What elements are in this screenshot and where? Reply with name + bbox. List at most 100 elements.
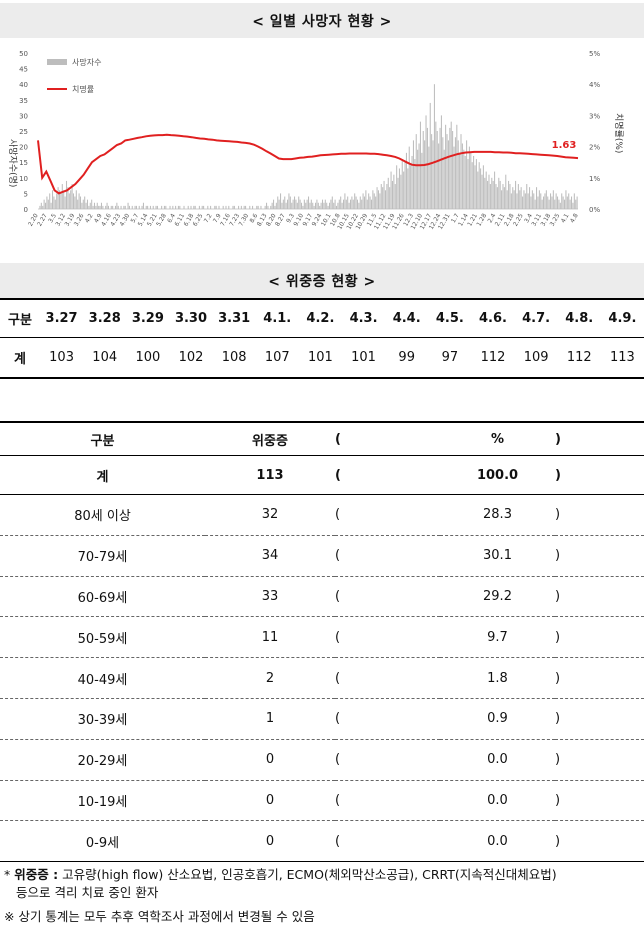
death-bar: [400, 174, 402, 209]
death-bar: [135, 205, 137, 209]
death-bar: [316, 199, 318, 209]
death-bar: [404, 162, 406, 209]
death-bar: [410, 165, 412, 209]
death-bar: [267, 205, 269, 209]
death-bar: [468, 146, 470, 209]
death-bar: [453, 146, 455, 209]
death-bar: [156, 205, 158, 209]
death-bar: [377, 190, 379, 209]
paren-close: ): [555, 455, 644, 495]
death-bar: [107, 205, 109, 209]
death-bar: [571, 196, 573, 209]
percent-cell: 0.0: [440, 820, 555, 863]
percent-cell: 0.9: [440, 698, 555, 740]
death-bar: [568, 193, 570, 209]
death-bar: [558, 199, 560, 209]
death-bar: [449, 127, 451, 209]
death-bar: [375, 196, 377, 209]
death-bar: [405, 152, 407, 209]
death-bar: [411, 155, 413, 209]
death-bar: [333, 202, 335, 209]
death-bar: [506, 190, 508, 209]
death-bar: [335, 205, 338, 209]
death-bar: [502, 184, 504, 209]
death-bar: [134, 205, 136, 209]
death-bar: [112, 205, 114, 209]
value-cell: 99: [385, 337, 429, 379]
death-bar: [72, 193, 75, 209]
paren-close: ): [555, 739, 644, 781]
death-bar: [127, 202, 129, 209]
death-bar: [505, 174, 507, 209]
percent-cell: 1.8: [440, 657, 555, 699]
legend-line-label: 치명률: [72, 84, 94, 94]
value-cell: 100: [126, 337, 170, 379]
header-group: 구분: [0, 421, 205, 456]
death-bar: [354, 193, 356, 209]
death-bar: [383, 180, 385, 209]
death-bar: [243, 205, 245, 209]
death-bar: [477, 171, 479, 209]
last-fatality-label: 1.63: [552, 140, 577, 151]
age-row: 30-39세 1(0.9): [0, 698, 644, 740]
percent-cell: 9.7: [440, 616, 555, 659]
death-bar: [233, 205, 235, 209]
death-bar: [435, 121, 437, 209]
death-bar: [330, 199, 332, 209]
death-bar: [249, 205, 251, 209]
age-total-row: 계 113(100.0): [0, 455, 644, 495]
death-bar: [463, 149, 465, 209]
death-bar: [516, 193, 518, 209]
death-bar: [393, 174, 395, 209]
death-bar: [232, 205, 234, 209]
death-bar: [342, 199, 345, 209]
death-bar: [572, 202, 574, 209]
death-bar: [540, 193, 542, 209]
death-bar: [266, 202, 268, 209]
header-label-cell: 구분: [0, 298, 40, 338]
row-label-cell: 계: [0, 337, 40, 379]
death-bar: [172, 205, 174, 209]
death-bar: [238, 205, 240, 209]
death-bar: [78, 193, 80, 209]
value-cell: 113: [600, 337, 644, 379]
header-pct: %: [440, 421, 555, 456]
death-bar: [58, 190, 61, 209]
death-bar: [531, 190, 533, 209]
death-bar: [529, 187, 531, 209]
y-right-axis-label: 치명률(%): [613, 113, 625, 153]
death-bar: [75, 190, 77, 209]
death-bar: [562, 196, 564, 209]
death-bar: [349, 199, 352, 209]
death-bar: [54, 199, 56, 209]
x-tick-label: 4.2: [84, 212, 95, 224]
death-bar: [155, 205, 157, 209]
daily-deaths-chart: 0 5 10 15 20 25 30 35 40 45 50 0% 1% 2% 3% 4% 5% 사망자수(명) 치…: [7, 50, 625, 231]
death-bar: [51, 190, 54, 209]
daily-deaths-title: < 일별 사망자 현황 >: [0, 3, 644, 38]
count-cell: 0: [205, 820, 335, 863]
left-tick-label: 20: [19, 144, 28, 152]
death-bar: [245, 205, 247, 209]
death-bar: [320, 202, 322, 209]
death-bar: [271, 202, 273, 209]
severe-daily-header-row: 구분 3.27 3.28 3.29 3.30 3.31 4.1. 4.2. 4.3. 4.4. 4.…: [0, 298, 644, 338]
death-bar: [438, 143, 440, 209]
death-bar: [71, 184, 73, 209]
age-row: 20-29세 0(0.0): [0, 739, 644, 781]
death-bar: [363, 196, 366, 209]
death-bar: [555, 193, 557, 209]
death-bar: [389, 187, 391, 209]
left-tick-label: 35: [19, 97, 28, 105]
death-bar: [482, 165, 484, 209]
death-bar: [368, 193, 370, 209]
death-bar: [355, 196, 357, 209]
death-bar: [165, 205, 167, 209]
paren-open: (: [335, 455, 440, 495]
death-bar: [478, 162, 480, 209]
death-bar: [183, 205, 185, 209]
value-cell: 97: [428, 337, 472, 379]
death-bar: [142, 202, 144, 209]
death-bar: [537, 196, 539, 209]
death-bar: [252, 205, 254, 209]
